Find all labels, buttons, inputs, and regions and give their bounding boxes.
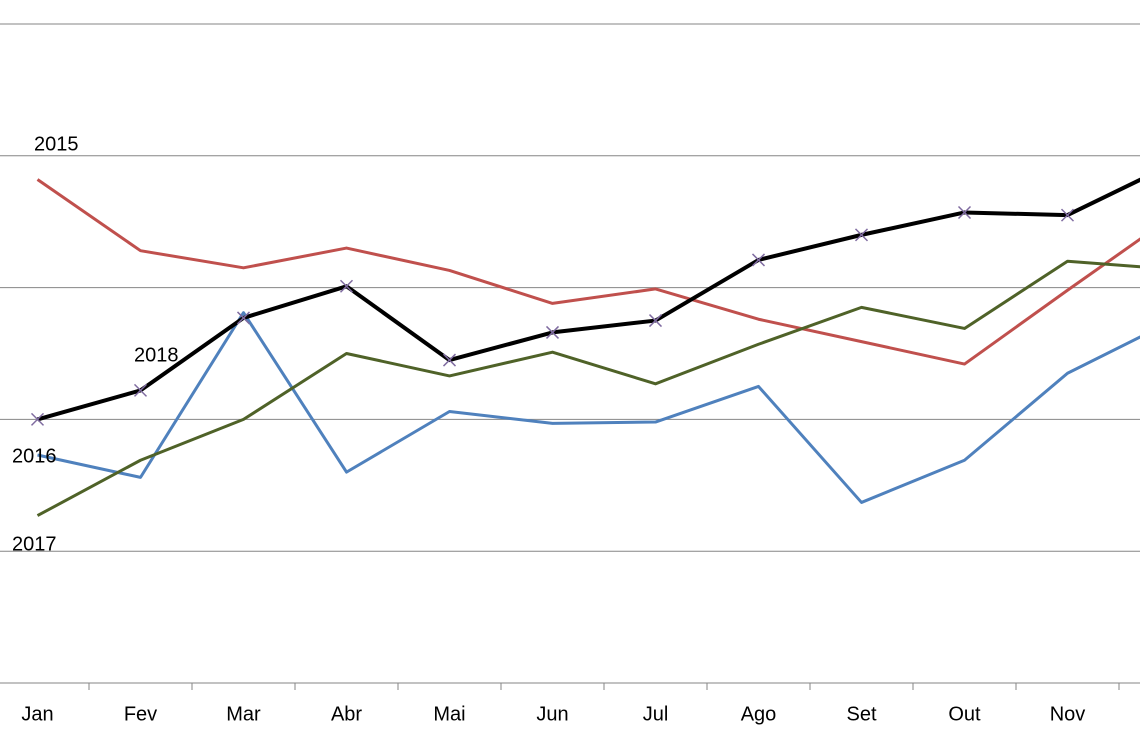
series-labels: 2015 2016 2017 2018: [12, 133, 179, 555]
series-label: 2016: [12, 445, 57, 467]
marker: [957, 205, 972, 220]
x-tick-label: Fev: [124, 703, 157, 725]
series-label: 2015: [34, 133, 79, 155]
x-tick-label: Mar: [226, 703, 261, 725]
line-series: [36, 178, 1140, 366]
line-series: [37, 311, 1140, 504]
plot-area: [30, 177, 1140, 517]
series-label: 2018: [134, 344, 179, 366]
marker: [339, 279, 354, 293]
x-tick-label: Jun: [536, 703, 568, 725]
x-tick-label: Abr: [331, 703, 362, 725]
marker: [236, 311, 251, 325]
marker: [648, 314, 663, 328]
marker: [545, 325, 560, 339]
x-tick-label: Mai: [433, 703, 465, 725]
marker: [442, 353, 457, 367]
marker: [854, 228, 869, 242]
x-tick-label: Out: [948, 703, 981, 725]
x-tick-label: Jan: [21, 703, 53, 725]
x-tick-label: Jul: [643, 703, 669, 725]
x-tick-label: Nov: [1050, 703, 1086, 725]
line-series: [36, 259, 1140, 517]
grid: [0, 23, 1140, 684]
line-series: [36, 177, 1140, 422]
series-label: 2017: [12, 533, 57, 555]
marker: [30, 412, 45, 426]
marker: [133, 383, 148, 397]
x-tick-label: Ago: [741, 703, 777, 725]
marker: [751, 253, 766, 267]
x-tick-label: Set: [846, 703, 876, 725]
marker: [1060, 208, 1075, 222]
x-axis: Jan Fev Mar Abr Mai Jun Jul Ago Set Out Nov: [21, 683, 1120, 725]
